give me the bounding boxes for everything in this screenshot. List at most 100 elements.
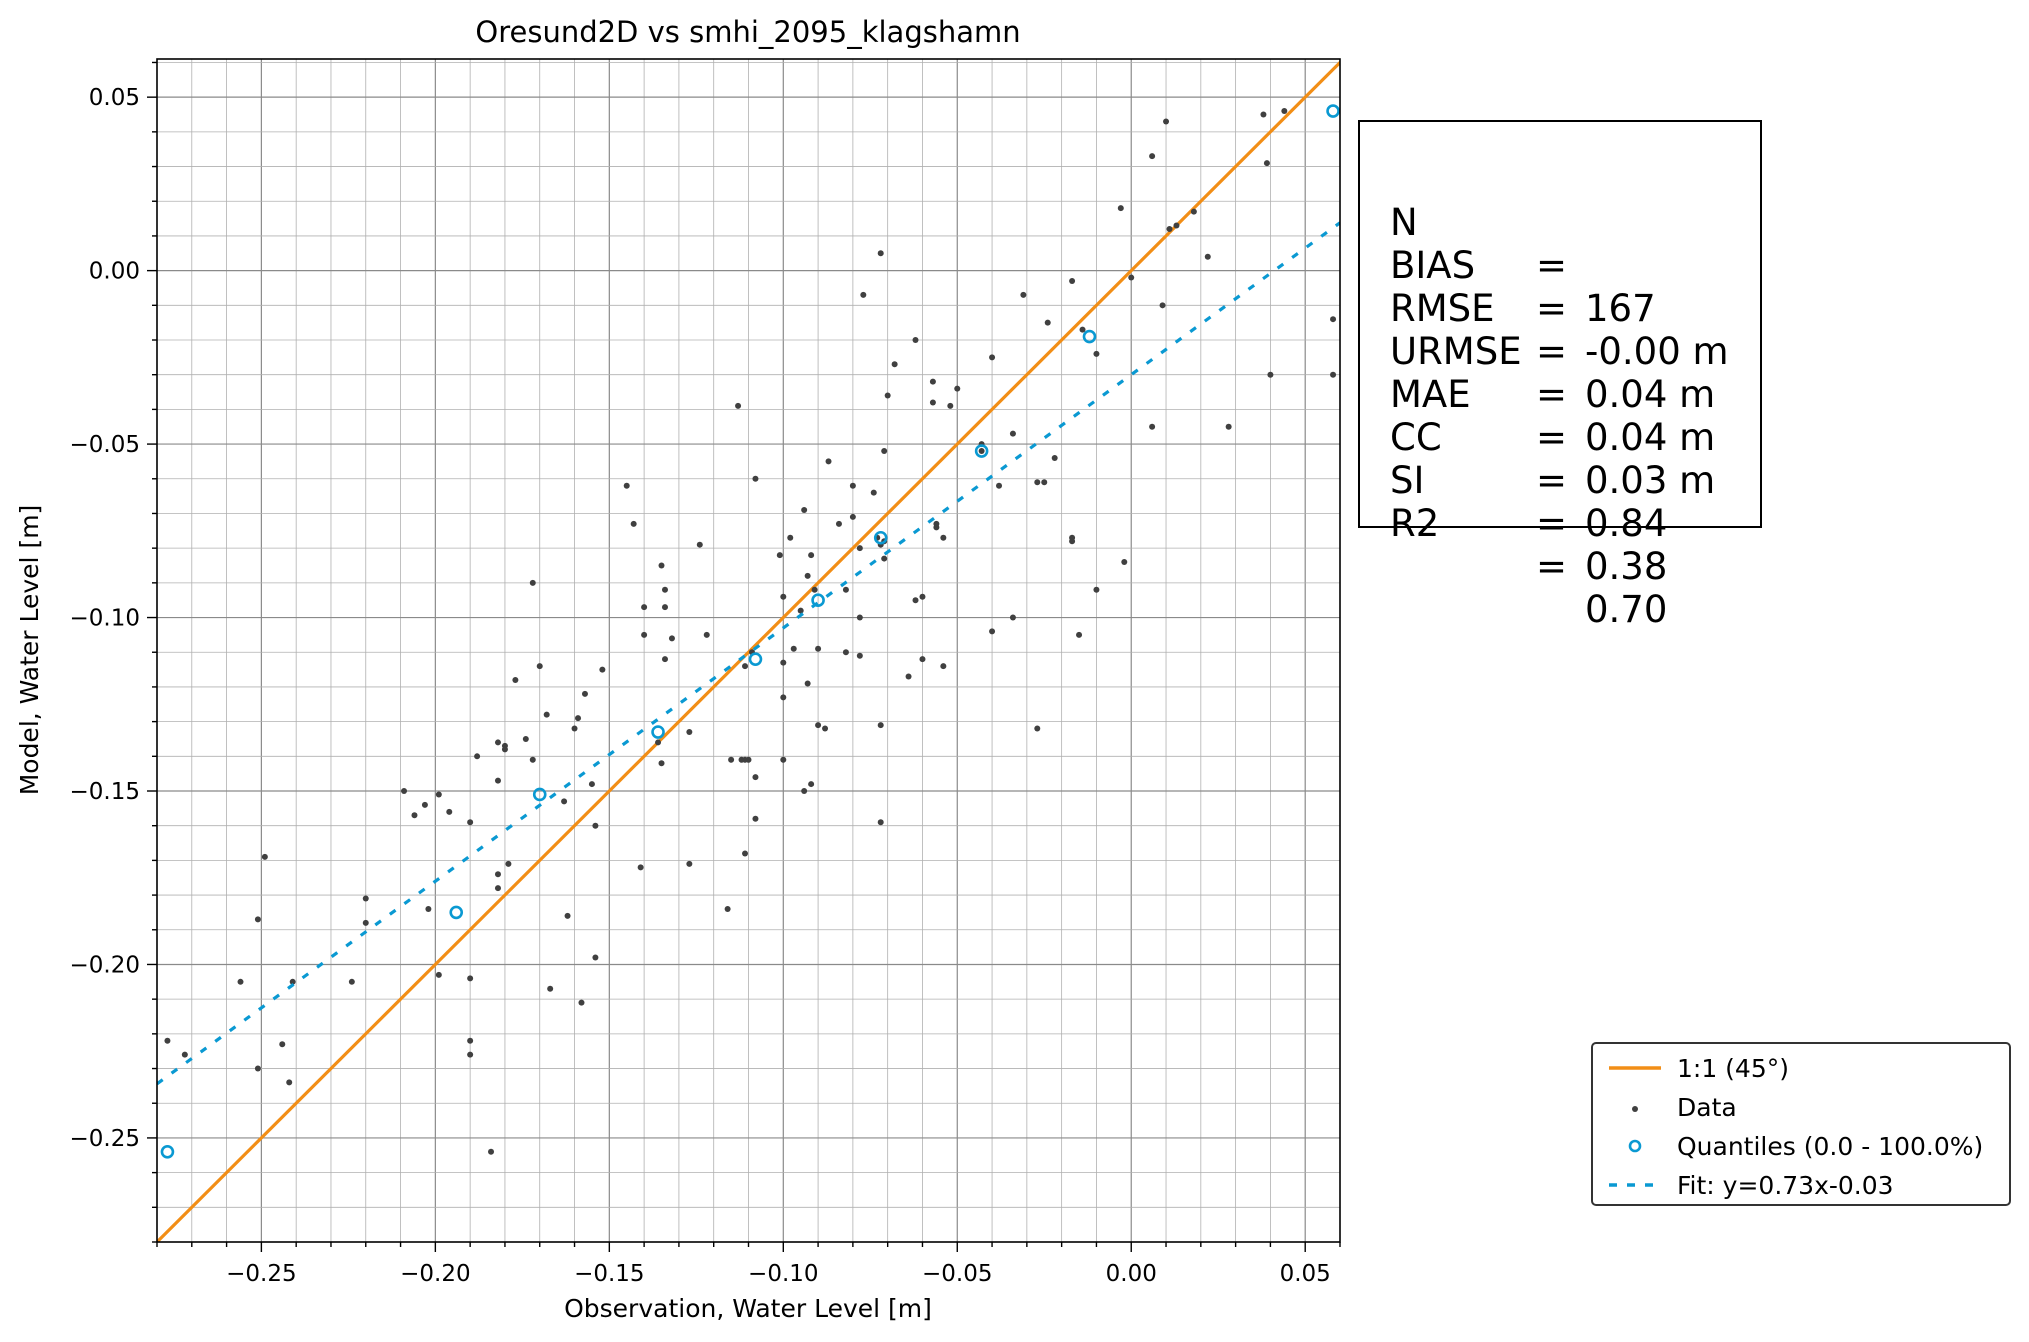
stat-key: R2 [1390,502,1440,545]
stat-equals: = [1536,330,1568,373]
data-point [797,607,804,614]
data-point [561,798,568,805]
stat-row-urmse: URMSE = 0.04 m [1390,287,1715,502]
data-point [599,666,606,673]
data-point [630,520,637,527]
data-point [808,781,815,788]
x-tick-label: 0.05 [1280,1261,1331,1287]
data-point [752,815,759,822]
data-point [1190,208,1197,215]
data-point [919,656,926,663]
quantile-point [974,444,989,458]
y-tick-label: −0.15 [70,779,140,805]
data-point [996,482,1003,489]
stat-row-mae: MAE = 0.03 m [1390,330,1715,545]
data-point [912,337,919,344]
chart-title: Oresund2D vs smhi_2095_klagshamn [475,15,1020,49]
data-point [237,978,244,985]
data-point [905,673,912,680]
x-tick-label: −0.15 [574,1261,644,1287]
data-point [815,645,822,652]
data-point [954,385,961,392]
data-point [1225,423,1232,430]
data-point [1009,614,1016,621]
data-point [825,458,832,465]
legend-item-one-to-one: 1:1 (45°) [1593,1050,2011,1086]
data-point [658,562,665,569]
data-point [164,1037,171,1044]
data-point [891,361,898,368]
y-tick-label: 0.00 [89,259,140,285]
data-point [745,756,752,763]
quantile-point [532,787,547,802]
data-point [279,1041,286,1048]
data-point [564,912,571,919]
data-point [536,663,543,670]
data-point [929,399,936,406]
y-tick-label: −0.10 [70,606,140,632]
data-point [1041,479,1048,486]
data-point [467,975,474,982]
data-point [1121,559,1128,566]
x-tick-label: −0.20 [400,1261,470,1287]
data-point [780,593,787,600]
data-point [703,631,710,638]
data-point [940,534,947,541]
data-point [494,871,501,878]
data-point [571,725,578,732]
data-point [780,694,787,701]
data-point [641,604,648,611]
legend-line-swatch [1609,1066,1661,1070]
data-point [1260,111,1267,118]
data-point [421,801,428,808]
data-point [804,572,811,579]
data-point [1034,479,1041,486]
data-point [474,753,481,760]
data-point [1173,222,1180,229]
plot-grid [156,59,1341,1243]
data-point [1267,371,1274,378]
data-point [884,392,891,399]
data-point [724,905,731,912]
data-point [1166,225,1173,232]
stat-equals: = [1536,545,1568,588]
data-point [1149,153,1156,160]
data-point [849,482,856,489]
quantile-point [1082,329,1097,344]
data-point [494,739,501,746]
data-point [989,628,996,635]
plot-series [157,60,1340,1242]
legend-item-quantiles: Quantiles (0.0 - 100.0%) [1593,1128,2011,1164]
stat-row-n: N = 167 [1390,158,1656,373]
data-point [752,475,759,482]
data-point [494,885,501,892]
data-point [1020,291,1027,298]
data-point [467,819,474,826]
data-point [742,850,749,857]
data-point [588,781,595,788]
data-point [1093,586,1100,593]
stat-value: 0.03 m [1585,459,1716,502]
data-point [1263,160,1270,167]
data-point [435,791,442,798]
data-point [870,489,877,496]
data-point [286,1079,293,1086]
data-point [780,659,787,666]
stat-value: 167 [1585,287,1656,330]
data-point [254,916,261,923]
chart-legend: 1:1 (45°) Data Quantiles (0.0 - 100.0%) … [1591,1042,2011,1206]
data-point [488,1148,495,1155]
data-point [947,402,954,409]
stat-equals: = [1536,502,1568,545]
data-point [842,586,849,593]
data-point [401,788,408,795]
data-point [1044,319,1051,326]
data-point [856,545,863,552]
data-point [661,586,668,593]
data-point [505,860,512,867]
x-tick-label: −0.05 [922,1261,992,1287]
data-point [655,739,662,746]
data-point [1034,725,1041,732]
quantile-point [1326,104,1340,118]
stat-key: URMSE [1390,330,1522,373]
